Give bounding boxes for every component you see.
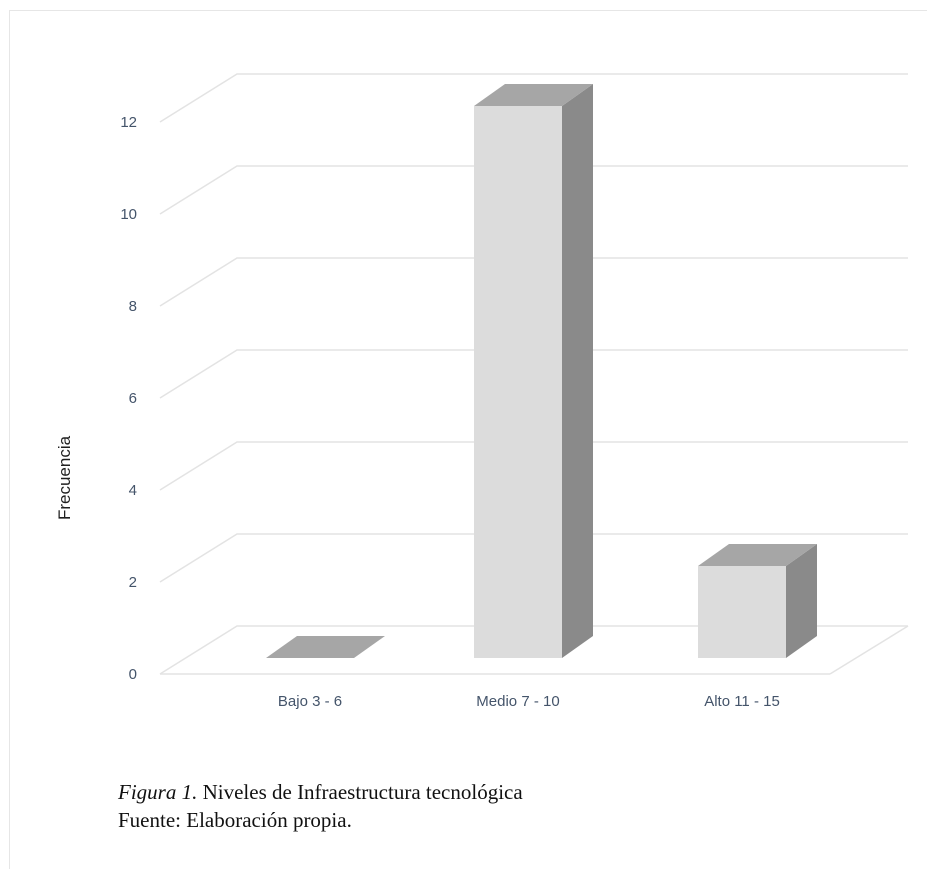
gridline: [159, 441, 908, 491]
gridline: [159, 349, 908, 399]
bar-side: [562, 84, 593, 658]
bar-chart: 0 2 4 6 8 10 12 Bajo 3 - 6 Medio 7 - 10 Alto 11 …: [55, 73, 909, 710]
figure-label: Figura 1.: [118, 780, 198, 804]
y-tick-label: 2: [129, 574, 137, 591]
bar-top: [698, 544, 817, 566]
y-tick-label: 8: [129, 298, 137, 315]
y-axis-title: Frecuencia: [55, 435, 74, 520]
gridline: [159, 257, 908, 307]
bar-top: [474, 84, 593, 106]
gridline: [159, 533, 908, 583]
y-axis-ticks: 0 2 4 6 8 10 12: [120, 114, 137, 683]
y-tick-label: 12: [120, 114, 137, 131]
bar-front: [474, 106, 562, 658]
gridline: [159, 73, 908, 123]
x-category-label: Alto 11 - 15: [704, 693, 780, 710]
caption-title-line: Figura 1. Niveles de Infraestructura tec…: [118, 778, 523, 806]
bar-top: [266, 636, 385, 658]
y-tick-label: 6: [129, 390, 137, 407]
gridline: [159, 165, 908, 215]
y-tick-label: 0: [129, 666, 137, 683]
x-category-label: Bajo 3 - 6: [278, 693, 342, 710]
y-tick-label: 10: [120, 206, 137, 223]
bar: [266, 636, 385, 658]
bar-side: [786, 544, 817, 658]
bar-front: [698, 566, 786, 658]
bar: [698, 544, 817, 658]
gridlines: [159, 73, 909, 675]
figure-title: Niveles de Infraestructura tecnológica: [197, 780, 523, 804]
frame-left-border: [9, 10, 10, 869]
x-category-label: Medio 7 - 10: [476, 693, 559, 710]
caption-source: Fuente: Elaboración propia.: [118, 808, 352, 832]
x-axis-categories: Bajo 3 - 6 Medio 7 - 10 Alto 11 - 15: [278, 693, 780, 710]
frame-top-border: [9, 10, 927, 11]
floor-side-edge: [829, 625, 909, 675]
y-tick-label: 4: [129, 482, 137, 499]
figure-caption: Figura 1. Niveles de Infraestructura tec…: [118, 778, 523, 834]
bars: [266, 84, 817, 658]
bar: [474, 84, 593, 658]
gridline: [159, 625, 908, 675]
